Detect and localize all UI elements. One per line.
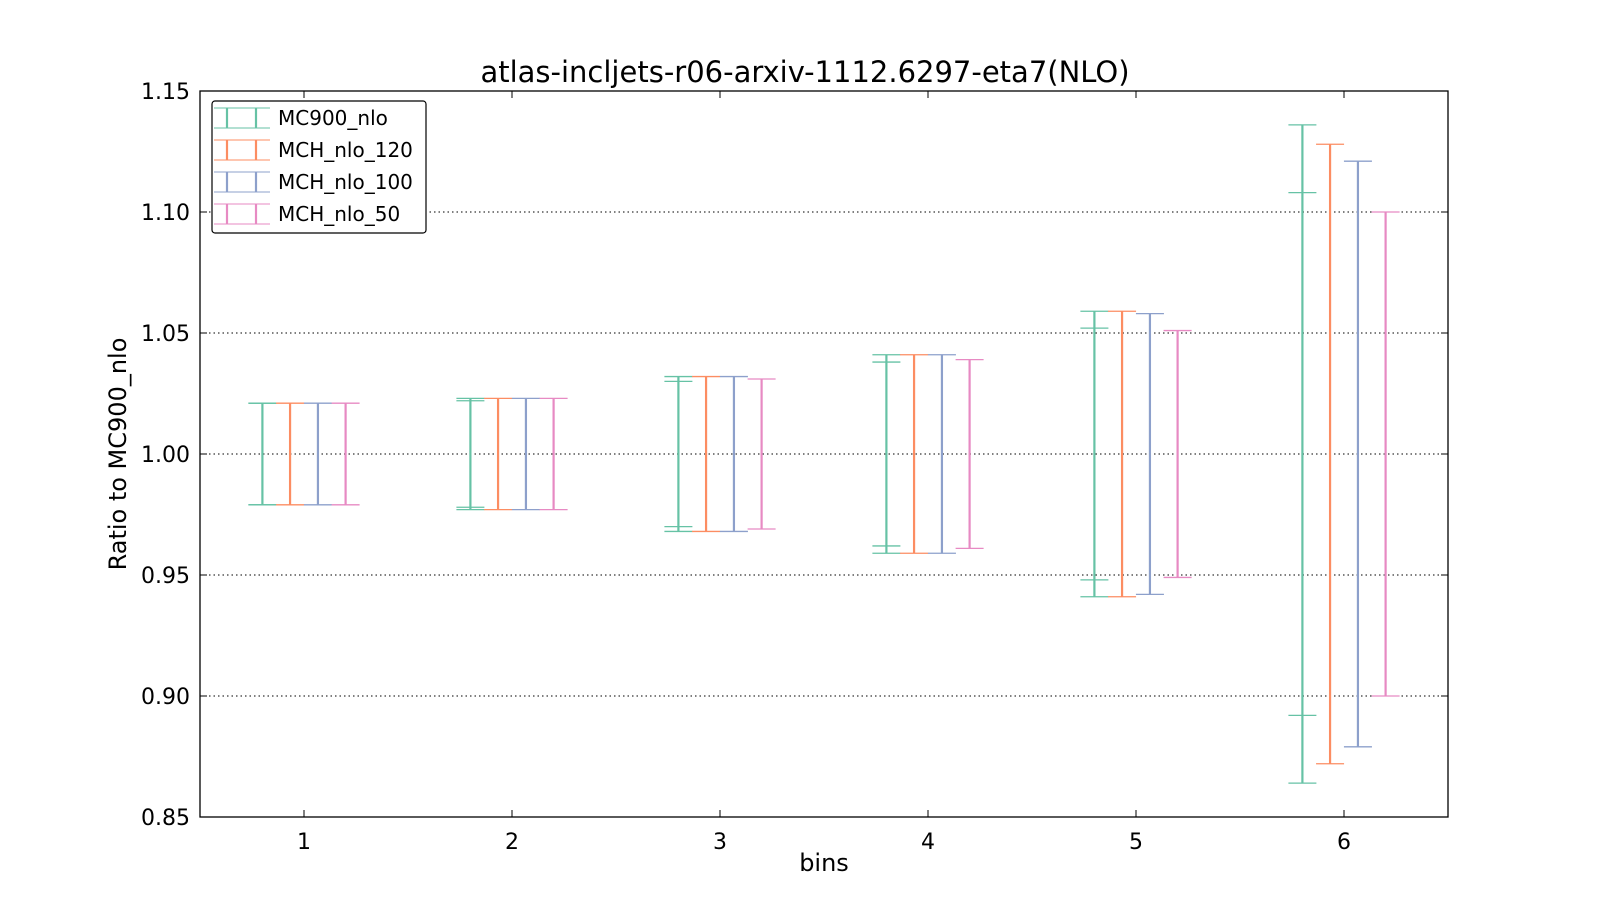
series-MC900_nlo (248, 124, 1317, 784)
legend-entry: MC900_nlo (214, 106, 388, 130)
legend-label: MCH_nlo_120 (278, 138, 413, 162)
series-MCH_nlo_100 (303, 160, 1372, 748)
y-tick-label: 1.05 (141, 322, 190, 347)
x-axis-label: bins (799, 849, 849, 877)
chart-title: atlas-incljets-r06-arxiv-1112.6297-eta7(… (480, 55, 1129, 89)
legend-entry: MCH_nlo_120 (214, 138, 413, 162)
y-axis-label: Ratio to MC900_nlo (104, 338, 132, 571)
legend-frame (211, 100, 427, 234)
legend: MC900_nlo MCH_nlo_120 MCH_nlo_100 MCH_nlo_5… (211, 100, 427, 234)
legend-entry: MCH_nlo_100 (214, 170, 413, 194)
legend-label: MC900_nlo (278, 106, 388, 130)
y-tick-label: 1.10 (141, 201, 190, 226)
y-tick-label: 0.85 (141, 806, 190, 831)
x-tick-label: 4 (921, 830, 935, 855)
x-tick-label: 1 (297, 830, 311, 855)
series-MCH_nlo_50 (331, 211, 1400, 697)
y-tick-label: 0.95 (141, 564, 190, 589)
x-tick-label: 6 (1337, 830, 1351, 855)
legend-label: MCH_nlo_50 (278, 202, 400, 226)
series-MCH_nlo_120 (276, 143, 1345, 765)
x-tick-label: 2 (505, 830, 519, 855)
y-tick-label: 1.15 (141, 80, 190, 105)
error-bars (248, 124, 1400, 784)
y-tick-label: 0.90 (141, 685, 190, 710)
legend-label: MCH_nlo_100 (278, 170, 413, 194)
x-tick-label: 5 (1129, 830, 1143, 855)
x-tick-label: 3 (713, 830, 727, 855)
y-tick-label: 1.00 (141, 443, 190, 468)
axis-ticks: 0.85 0.90 0.95 1.00 1.05 1.10 1.15 1 2 3 4 5 6 (141, 80, 1448, 855)
legend-entry: MCH_nlo_50 (214, 202, 400, 226)
